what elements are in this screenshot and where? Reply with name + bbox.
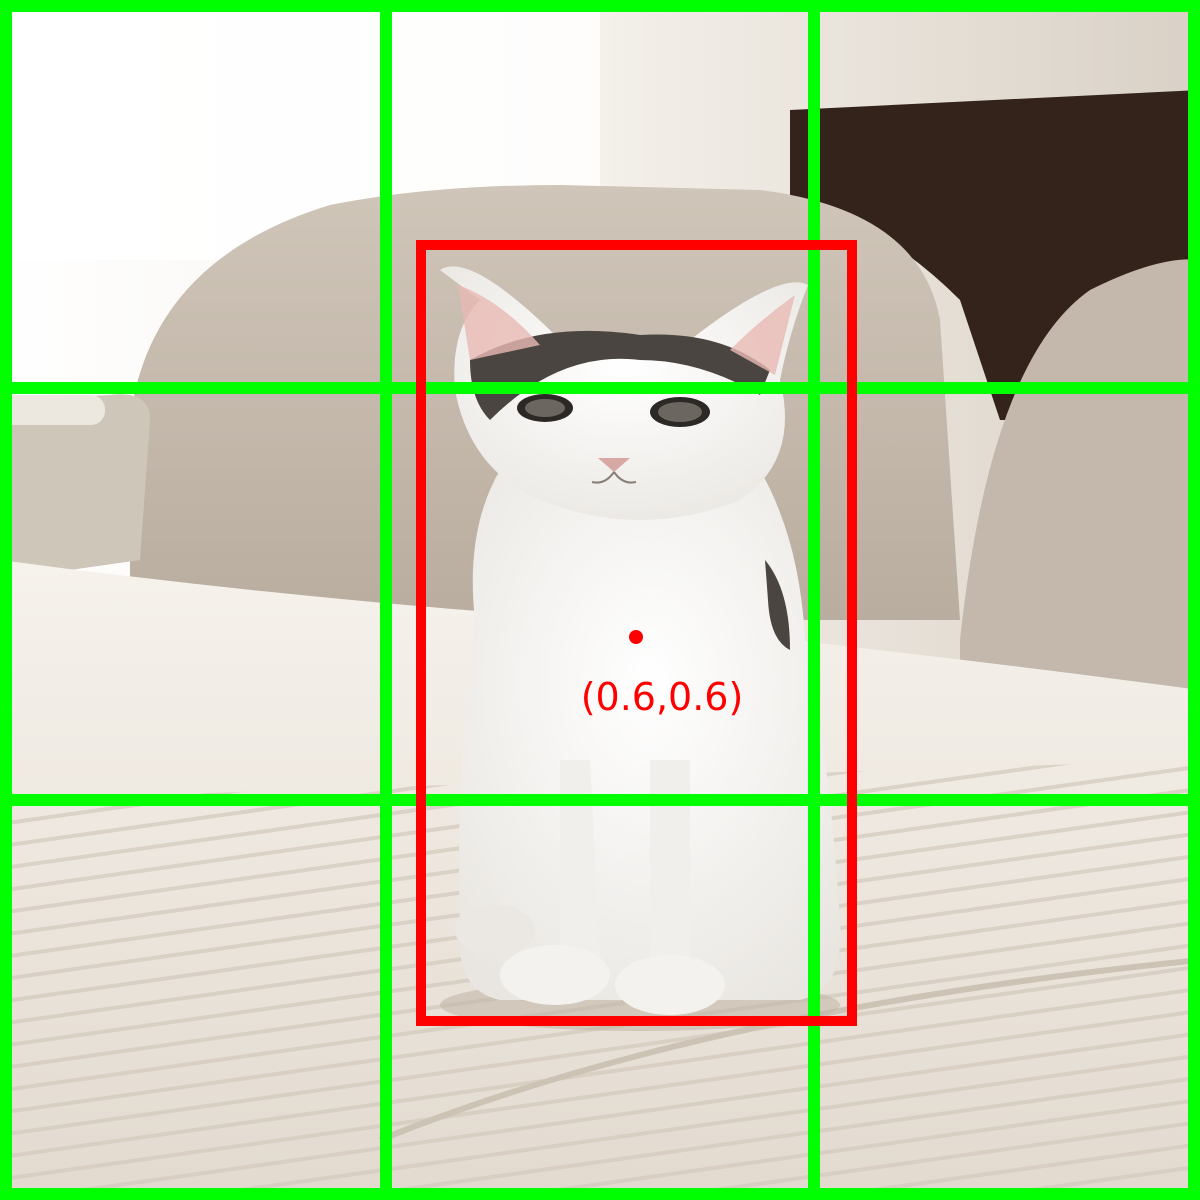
cat-side-patch [765, 560, 790, 650]
cat-head-patch [470, 330, 770, 420]
cat-body [459, 470, 841, 1000]
armrest-top [0, 395, 105, 425]
sofa-arm [0, 394, 150, 580]
point-marker [629, 630, 643, 644]
cat-nose [598, 458, 630, 472]
cat-front-legs [560, 760, 690, 965]
cushion-seam [378, 957, 1200, 1143]
cat-left-paw [500, 945, 610, 1005]
cat-mouth [591, 471, 637, 484]
sofa-right-cushion [960, 259, 1200, 700]
cat-right-ear-inner [730, 295, 795, 375]
cat-back-paw [455, 905, 535, 955]
cat-left-ear-inner [458, 285, 540, 360]
point-label: (0.6,0.6) [581, 675, 744, 719]
cat-right-paw [615, 955, 725, 1015]
cat [440, 266, 841, 1015]
bounding-box [416, 240, 857, 1026]
